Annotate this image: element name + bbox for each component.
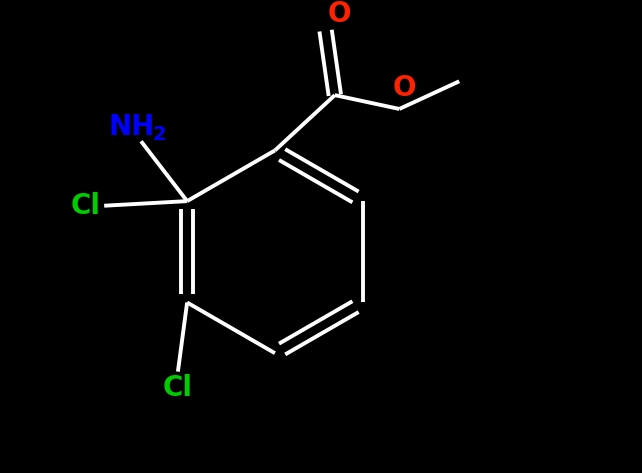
Text: Cl: Cl: [71, 192, 101, 220]
Text: Cl: Cl: [163, 374, 193, 402]
Text: NH: NH: [108, 114, 155, 141]
Text: O: O: [327, 0, 351, 28]
Text: O: O: [392, 74, 416, 102]
Text: 2: 2: [153, 125, 166, 144]
